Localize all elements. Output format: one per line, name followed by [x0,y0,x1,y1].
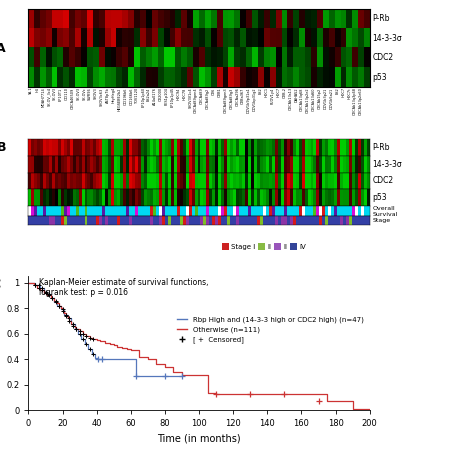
Text: B: B [0,141,6,154]
Legend: Rbp High and (14-3-3 high or CDC2 high) (n=47), Otherwise (n=111), [ +  Censored: Rbp High and (14-3-3 high or CDC2 high) … [174,313,366,345]
X-axis label: Time (in months): Time (in months) [157,434,241,444]
Text: Kaplan-Meier estimate of survival functions,
logrank test: p = 0.016: Kaplan-Meier estimate of survival functi… [39,278,208,297]
Text: A: A [0,41,6,55]
Legend: Stage I, II, II, IV: Stage I, II, II, IV [219,241,309,253]
